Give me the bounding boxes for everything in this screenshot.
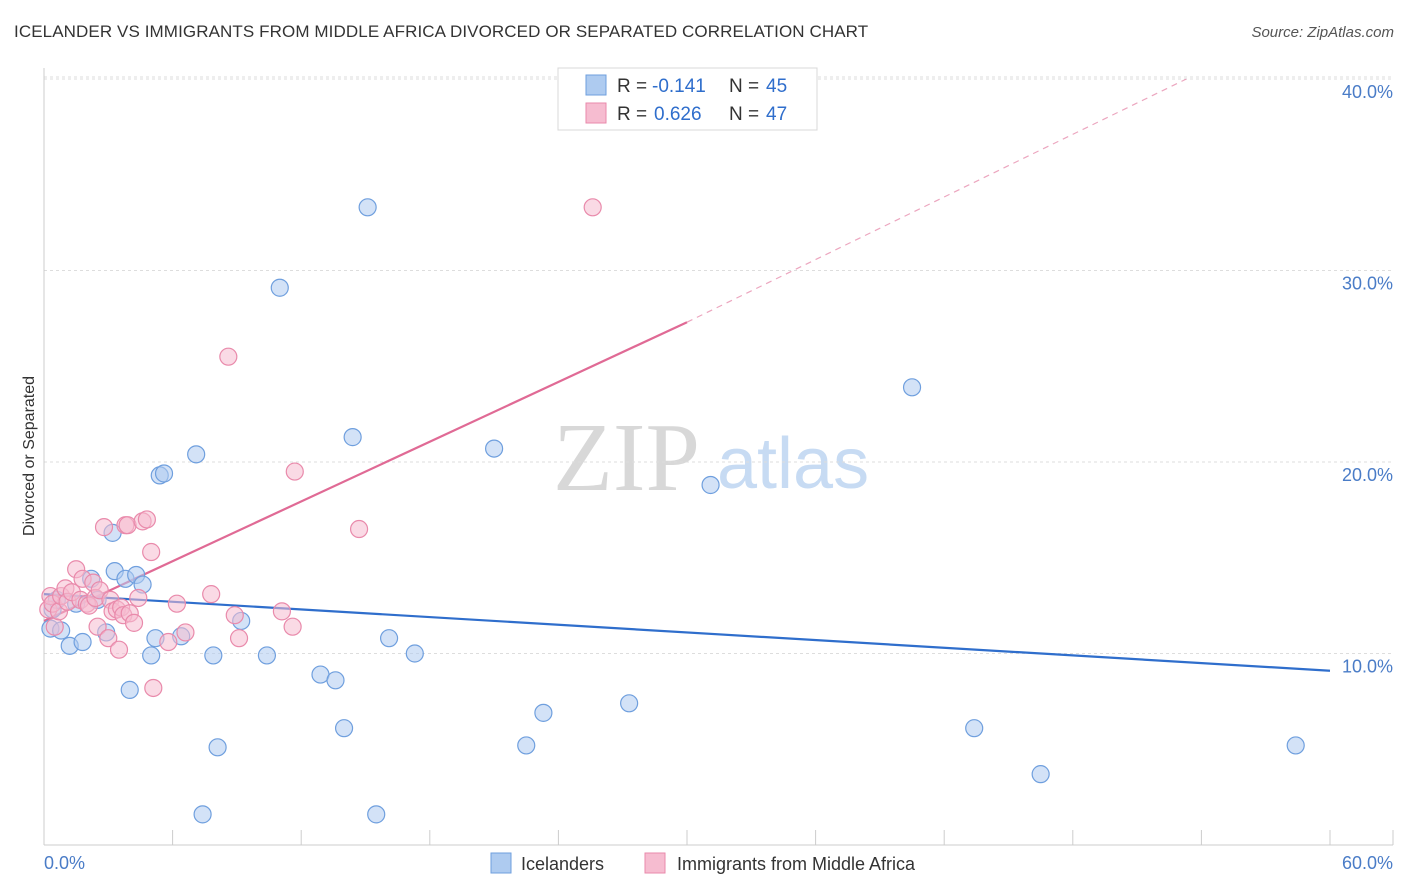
- icelander-point: [902, 378, 922, 397]
- middle-africa-trend-line: [43, 321, 688, 622]
- middle-africa-point: [118, 516, 137, 535]
- icelander-point: [193, 805, 212, 824]
- legend-r-label-blue: R =: [617, 76, 647, 97]
- icelander-point: [1286, 736, 1305, 755]
- icelander-trend-line: [43, 593, 1331, 672]
- icelander-point: [73, 632, 92, 652]
- legend-n-value-blue: 45: [766, 76, 787, 97]
- gridlines: [44, 76, 1393, 654]
- middle-africa-point: [219, 347, 238, 366]
- icelander-point: [405, 644, 424, 663]
- middle-africa-point: [285, 462, 304, 481]
- bottom-legend-swatch-pink: [644, 852, 666, 874]
- middle-africa-point: [99, 629, 118, 648]
- series-legend: Icelanders Immigrants from Middle Africa: [490, 852, 916, 874]
- correlation-legend: R = -0.141 N = 45 R = 0.626 N = 47: [557, 67, 818, 131]
- icelander-point: [208, 738, 227, 757]
- middle-africa-point: [583, 198, 602, 217]
- legend-n-label-pink: N =: [729, 104, 759, 125]
- icelander-point: [517, 736, 536, 755]
- axes: [43, 68, 1394, 846]
- legend-n-value-pink: 47: [766, 104, 787, 125]
- middle-africa-point: [225, 606, 244, 625]
- middle-africa-point: [137, 510, 156, 529]
- icelander-point: [257, 646, 277, 665]
- icelander-point: [120, 680, 139, 699]
- middle-africa-point: [94, 518, 114, 537]
- x-tick-label-max: 60.0%: [1342, 853, 1393, 873]
- icelander-point: [367, 805, 386, 824]
- icelander-point: [326, 671, 345, 690]
- icelander-point: [358, 198, 377, 217]
- legend-n-label-blue: N =: [729, 76, 759, 97]
- legend-swatch-blue: [585, 74, 607, 96]
- bottom-legend-label-middle-africa: Immigrants from Middle Africa: [677, 854, 916, 874]
- middle-africa-point: [283, 617, 302, 636]
- middle-africa-point: [159, 632, 178, 652]
- middle-africa-point: [202, 585, 221, 604]
- icelander-point: [379, 629, 399, 648]
- icelander-point: [343, 428, 362, 447]
- y-tick-label: 30.0%: [1342, 274, 1393, 294]
- legend-r-label-pink: R =: [617, 104, 647, 125]
- middle-africa-point: [88, 617, 107, 636]
- y-tick-label: 40.0%: [1342, 82, 1393, 102]
- x-tick-label-min: 0.0%: [44, 853, 85, 873]
- middle-africa-point: [349, 519, 369, 539]
- watermark-zip: ZIP: [553, 404, 700, 512]
- icelander-point: [485, 439, 504, 458]
- middle-africa-point: [124, 613, 144, 632]
- icelander-point: [187, 445, 206, 464]
- middle-africa-point: [129, 588, 148, 608]
- chart-title: ICELANDER VS IMMIGRANTS FROM MIDDLE AFRI…: [14, 22, 869, 41]
- watermark-atlas: atlas: [717, 424, 869, 504]
- icelander-point: [965, 719, 984, 738]
- middle-africa-point: [144, 678, 163, 698]
- bottom-legend-label-icelanders: Icelanders: [521, 854, 604, 874]
- middle-africa-point: [176, 623, 195, 642]
- middle-africa-point: [109, 640, 129, 659]
- icelander-point: [334, 719, 354, 738]
- data-points: [39, 198, 1305, 824]
- icelander-point: [620, 694, 639, 713]
- trend-lines: [43, 78, 1331, 672]
- middle-africa-trend-extension: [686, 78, 1187, 323]
- icelander-point: [701, 475, 720, 495]
- source-label: Source: ZipAtlas.com: [1251, 24, 1394, 41]
- y-axis-label: Divorced or Separated: [21, 376, 38, 536]
- middle-africa-point: [167, 594, 186, 613]
- middle-africa-point: [272, 602, 292, 621]
- bottom-legend-swatch-blue: [490, 852, 512, 874]
- middle-africa-point: [229, 629, 249, 648]
- legend-r-value-pink: 0.626: [654, 104, 702, 125]
- icelander-point: [204, 646, 223, 665]
- y-tick-label: 10.0%: [1342, 657, 1393, 677]
- middle-africa-point: [142, 542, 161, 562]
- icelander-point: [142, 646, 161, 665]
- icelander-point: [534, 703, 553, 722]
- icelander-point: [1031, 765, 1050, 784]
- legend-swatch-pink: [585, 102, 607, 124]
- legend-r-value-blue: -0.141: [652, 76, 706, 97]
- y-tick-label: 20.0%: [1342, 465, 1393, 485]
- icelander-point: [270, 278, 289, 297]
- icelander-point: [154, 464, 174, 483]
- middle-africa-point: [45, 617, 64, 636]
